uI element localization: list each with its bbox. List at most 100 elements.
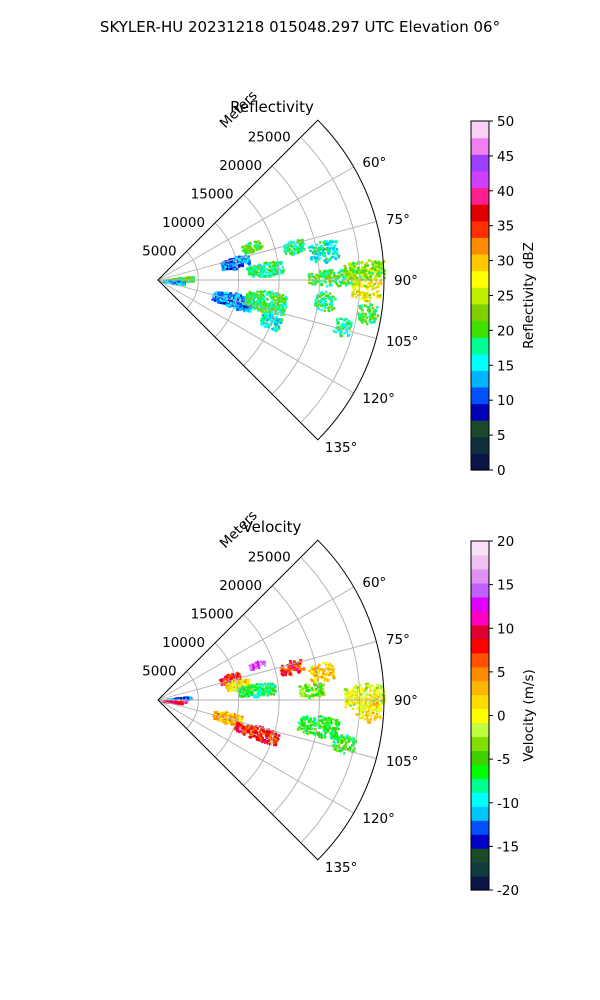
colorbar-swatch [471,680,489,696]
azimuth-line [157,699,377,759]
azimuth-line [157,279,377,339]
colorbar-tick-label: 5 [497,665,506,681]
azimuth-line [157,221,377,281]
colorbar-swatch [471,624,489,640]
azimuth-line [157,699,354,814]
colorbar-swatch [471,596,489,612]
echo-cell [260,312,284,333]
colorbar-swatch [471,237,489,255]
colorbar-swatch [471,403,489,421]
echo-layer [162,238,386,338]
colorbar-swatch [471,736,489,751]
echo-cell [314,290,337,313]
colorbar-swatch [471,137,489,155]
range-grid [157,136,384,441]
range-tick-label: 15000 [191,186,234,202]
colorbar-swatch [471,778,489,793]
colorbar-tick-label: 0 [497,463,506,479]
echo-cell [332,317,353,338]
colorbar-swatch [471,764,489,779]
colorbar-swatch [471,420,489,438]
echo-cell [279,659,306,677]
range-tick-label: 15000 [191,606,234,622]
azimuth-tick-label: 60° [362,155,386,171]
azimuth-tick-label: 120° [362,811,395,827]
colorbar-tick-label: 15 [497,358,514,374]
echo-cell [244,289,288,317]
colorbar-swatch [471,820,489,835]
colorbar-tick-label: 30 [497,254,514,270]
colorbar-swatch [471,187,489,205]
echo-cell [248,660,267,671]
colorbar-swatch [471,610,489,626]
velocity-colorbar: -20 -15 -10 -5 0 5 10 15 20 Velocity (m/s) [470,534,537,899]
range-tick-label: 5000 [142,663,176,679]
range-tick-label: 25000 [248,129,291,145]
azimuth-tick-label: 135° [325,440,358,456]
azimuth-tick-label: 60° [362,575,386,591]
colorbar-tick-label: 10 [497,621,514,637]
colorbar-swatch [471,708,489,724]
azimuth-tick-label: 135° [325,860,358,876]
colorbar-swatch [471,750,489,765]
colorbar-swatch [471,436,489,454]
echo-cell [343,259,386,281]
range-tick-label: 20000 [219,578,262,594]
colorbar-swatch [471,876,489,891]
colorbar-tick-label: 25 [497,289,514,305]
reflectivity-panel: Reflectivity 500010000150002000025000Met… [142,88,537,479]
colorbar-swatch [471,554,489,570]
range-tick-label: 10000 [162,215,205,231]
velocity-panel: Velocity 500010000150002000025000Meters6… [142,508,537,899]
echo-layer [162,659,387,755]
colorbar-swatch [471,638,489,654]
colorbar-swatch [471,337,489,355]
colorbar-tick-label: -10 [497,796,519,812]
colorbar-swatch [471,204,489,222]
colorbar-swatch [471,170,489,189]
reflectivity-title: Reflectivity [230,98,314,116]
echo-cell [331,734,358,755]
reflectivity-sector: 500010000150002000025000Meters60°75°90°1… [142,88,418,456]
colorbar-tick-label: 20 [497,534,514,550]
colorbar-swatch [471,862,489,877]
colorbar-swatch [471,353,489,371]
colorbar-swatch [471,320,489,338]
figure-suptitle: SKYLER-HU 20231218 015048.297 UTC Elevat… [100,18,500,36]
echo-cell [246,261,285,279]
colorbar-tick-label: 0 [497,709,506,725]
azimuth-tick-label: 90° [394,273,418,289]
colorbar-swatch [471,694,489,710]
colorbar-swatch [471,303,489,322]
colorbar-swatch [471,568,489,584]
azimuth-tick-label: 90° [394,693,418,709]
colorbar-label: Velocity (m/s) [521,669,537,762]
colorbar-label: Reflectivity dBZ [521,242,537,349]
echo-cell [308,661,336,683]
velocity-title: Velocity [243,518,302,536]
colorbar-swatch [471,792,489,807]
colorbar-tick-label: 5 [497,428,506,444]
echo-cell [357,302,380,326]
echo-cell [298,682,326,700]
echo-cell [307,239,341,264]
azimuth-line [157,641,377,701]
colorbar-swatch [471,848,489,863]
colorbar-swatch [471,370,489,388]
colorbar-tick-label: -20 [497,883,519,899]
colorbar-tick-label: 10 [497,393,514,409]
colorbar-tick-label: -5 [497,752,510,768]
range-tick-label: 5000 [142,243,176,259]
colorbar-swatch [471,287,489,305]
colorbar-tick-label: 35 [497,219,514,235]
azimuth-tick-label: 75° [386,632,410,648]
range-tick-label: 10000 [162,635,205,651]
colorbar-swatch [471,386,489,405]
echo-cell [241,240,264,255]
echo-cell [296,714,341,740]
sector-outline [157,119,385,441]
colorbar-swatch [471,541,489,556]
range-tick-label: 25000 [248,549,291,565]
azimuth-tick-label: 120° [362,391,395,407]
colorbar-swatch [471,806,489,821]
